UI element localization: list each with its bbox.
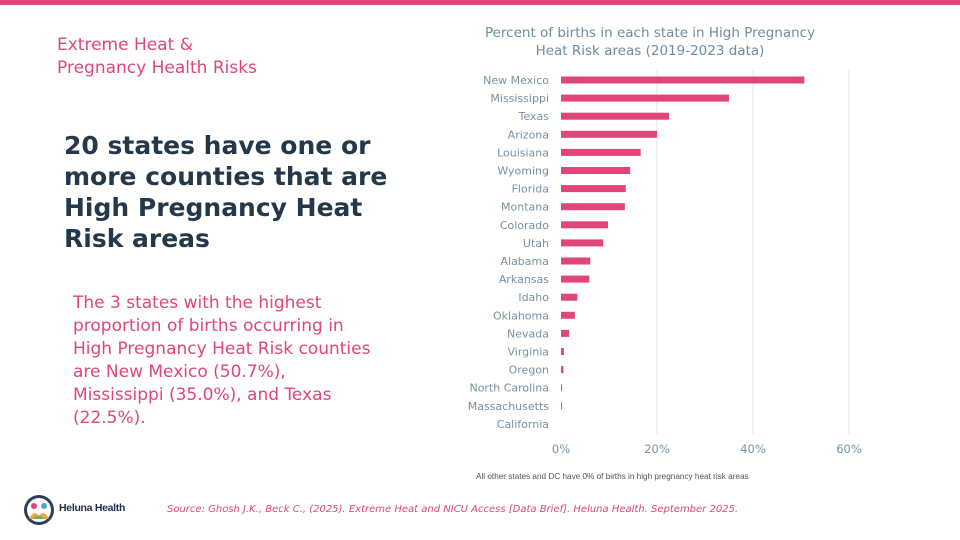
category-label: Massachusetts bbox=[468, 400, 550, 413]
category-label: Wyoming bbox=[497, 165, 549, 178]
logo-text: Heluna Health bbox=[59, 502, 126, 514]
category-label: Texas bbox=[518, 110, 550, 123]
bar bbox=[561, 329, 570, 337]
bar bbox=[561, 221, 609, 229]
summary-text: The 3 states with the highest proportion… bbox=[73, 293, 371, 428]
category-label: California bbox=[497, 418, 549, 431]
category-label: Montana bbox=[501, 201, 549, 214]
category-label: Arizona bbox=[508, 128, 549, 141]
bar bbox=[561, 402, 562, 410]
bar bbox=[561, 203, 625, 211]
category-label: Arkansas bbox=[499, 273, 549, 286]
heluna-health-logo-icon bbox=[24, 495, 54, 525]
category-label: Louisiana bbox=[497, 146, 549, 159]
bar bbox=[561, 167, 631, 174]
bar bbox=[561, 384, 562, 392]
slide-headline: 20 states have one or more counties that… bbox=[64, 131, 388, 253]
bar bbox=[561, 112, 669, 120]
x-tick-label: 40% bbox=[740, 442, 766, 456]
category-label: New Mexico bbox=[483, 74, 549, 87]
category-label: Nevada bbox=[507, 327, 549, 340]
category-label: Alabama bbox=[500, 255, 549, 268]
heluna-health-logo: Heluna Health bbox=[23, 494, 163, 526]
chart-title: Percent of births in each state in High … bbox=[484, 25, 816, 59]
bar bbox=[561, 366, 564, 374]
top-accent-rule bbox=[0, 0, 960, 5]
chart-footnote: All other states and DC have 0% of birth… bbox=[476, 472, 749, 481]
category-label: Virginia bbox=[508, 346, 549, 359]
category-label: Colorado bbox=[500, 219, 549, 232]
section-title: Extreme Heat & Pregnancy Health Risks bbox=[57, 35, 257, 78]
bar bbox=[561, 130, 657, 138]
category-label: Mississippi bbox=[490, 92, 549, 105]
x-tick-label: 20% bbox=[644, 442, 670, 456]
category-label: Idaho bbox=[518, 291, 549, 304]
bar bbox=[561, 94, 729, 102]
x-tick-label: 60% bbox=[836, 442, 862, 456]
bar bbox=[561, 239, 604, 247]
bar bbox=[561, 148, 641, 156]
bar bbox=[561, 185, 626, 193]
source-citation: Source: Ghosh J.K., Beck C., (2025). Ext… bbox=[167, 504, 739, 515]
bar bbox=[561, 311, 575, 319]
category-label: Florida bbox=[512, 183, 549, 196]
x-tick-label: 0% bbox=[552, 442, 570, 456]
bar bbox=[561, 257, 591, 265]
bar bbox=[561, 293, 578, 301]
category-label: North Carolina bbox=[469, 382, 549, 395]
bar bbox=[561, 348, 564, 355]
bar bbox=[561, 275, 590, 283]
bar bbox=[561, 76, 805, 84]
category-label: Oklahoma bbox=[493, 309, 549, 322]
category-label: Oregon bbox=[509, 364, 549, 377]
category-label: Utah bbox=[523, 237, 549, 250]
